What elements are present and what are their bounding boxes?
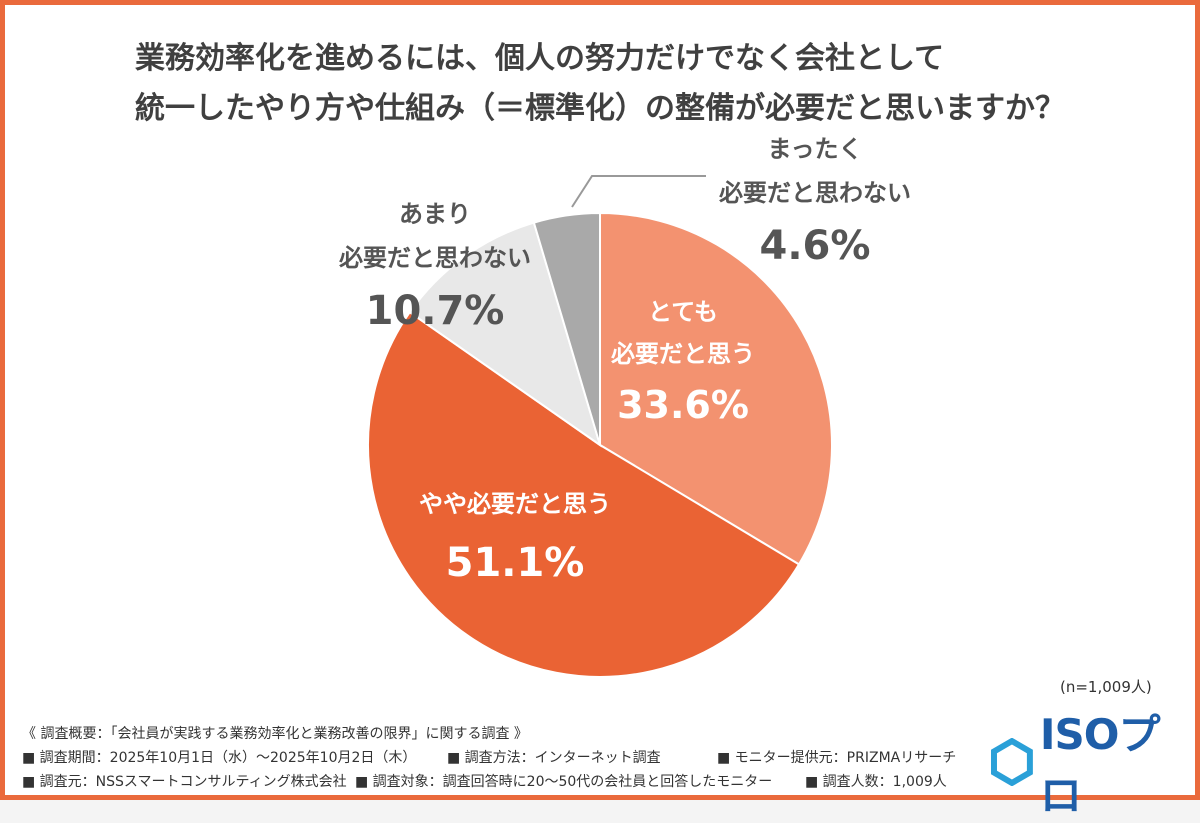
pie-slice-not-at-all-necessary <box>532 211 601 446</box>
slice-label-somewhat-necessary: やや必要だと思う 51.1% <box>419 490 611 586</box>
slice-label-very-necessary: とても必要だと思う 33.6% <box>611 298 755 427</box>
footer-count: ■ 調査人数：1,009人 <box>805 774 947 790</box>
title-line-1: 業務効率化を進めるには、個人の努力だけでなく会社として <box>135 41 945 76</box>
slice-label-line: まったく <box>767 135 862 163</box>
footer-method: ■ 調査方法：インターネット調査 <box>447 750 661 766</box>
slice-label-line: 必要だと思う <box>611 340 755 368</box>
logo-text: ISOプロ <box>1039 710 1161 820</box>
slice-label-line: とても <box>648 298 718 326</box>
slice-label-not-very-necessary: あまり必要だと思わない 10.7% <box>339 200 531 334</box>
slice-value-label: 4.6% <box>760 223 871 269</box>
title-line-2: 統一したやり方や仕組み（＝標準化）の整備が必要だと思いますか？ <box>135 91 1065 126</box>
sample-size: (n=1,009人) <box>1060 678 1152 696</box>
slice-value-label: 33.6% <box>617 383 749 427</box>
footer-heading: 《 調査概要：「会社員が実践する業務効率化と業務改善の限界」に関する調査 》 <box>22 726 528 742</box>
hexagon-logo-icon <box>990 738 1033 786</box>
footer-provider: ■ モニター提供元：PRIZMAリサーチ <box>717 750 957 766</box>
pie-slice-very-necessary <box>599 211 834 566</box>
pie-slice-somewhat-necessary <box>367 310 801 678</box>
footer-source: ■ 調査元：NSSスマートコンサルティング株式会社 <box>22 774 347 790</box>
footer-row-1: ■ 調査期間：2025年10月1日（水）〜2025年10月2日（木） ■ 調査方… <box>22 746 982 770</box>
chart-title: 業務効率化を進めるには、個人の努力だけでなく会社として 統一したやり方や仕組み（… <box>135 34 1135 134</box>
slice-value-label: 51.1% <box>446 540 585 586</box>
footer-period: ■ 調査期間：2025年10月1日（水）〜2025年10月2日（木） <box>22 750 417 766</box>
footer-target: ■ 調査対象：調査回答時に20〜50代の会社員と回答したモニター <box>355 774 773 790</box>
slice-label-line: 必要だと思わない <box>719 179 911 207</box>
slice-label-not-at-all-necessary: まったく必要だと思わない 4.6% <box>719 135 911 269</box>
pie-chart: とても必要だと思う 33.6%やや必要だと思う 51.1%あまり必要だと思わない 10… <box>339 135 911 678</box>
footer-row-2: ■ 調査元：NSSスマートコンサルティング株式会社 ■ 調査対象：調査回答時に2… <box>22 770 982 794</box>
pie-slice-not-very-necessary <box>408 221 602 448</box>
slice-value-label: 10.7% <box>366 288 505 334</box>
survey-footer: 《 調査概要：「会社員が実践する業務効率化と業務改善の限界」に関する調査 》 ■… <box>22 722 982 794</box>
slice-label-line: 必要だと思わない <box>339 244 531 272</box>
leader-line-not-at-all-necessary <box>571 175 706 208</box>
slice-label-line: やや必要だと思う <box>419 490 611 518</box>
iso-pro-logo: ISOプロ <box>990 710 1200 820</box>
slice-label-line: あまり <box>399 200 471 228</box>
